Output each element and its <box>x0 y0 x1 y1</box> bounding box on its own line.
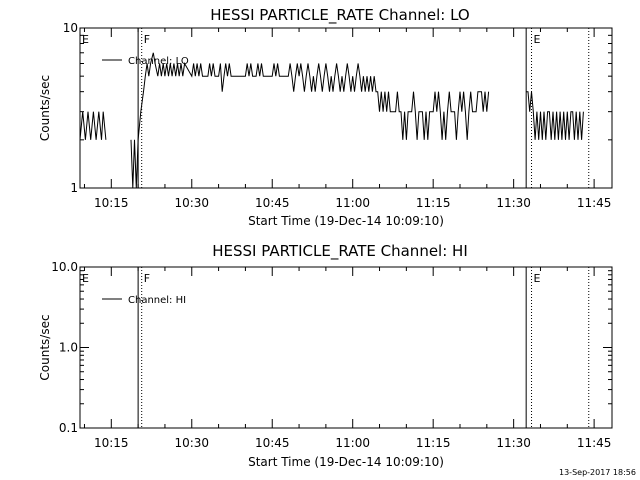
region-label: E <box>534 33 541 46</box>
x-tick-label: 10:15 <box>94 196 129 210</box>
x-tick-label: 11:45 <box>577 436 612 450</box>
plot-frame <box>79 266 613 429</box>
x-tick-label: 11:45 <box>577 196 612 210</box>
chart-panel-1: HESSI PARTICLE_RATE Channel: LO Counts/se… <box>38 6 613 228</box>
timestamp-label: 13-Sep-2017 18:56 <box>559 468 636 477</box>
x-tick-label: 10:15 <box>94 436 129 450</box>
y-tick-label: 10.0 <box>51 260 78 274</box>
region-label: E <box>82 33 89 46</box>
region-label: E <box>82 272 89 285</box>
x-tick-label: 10:45 <box>255 436 290 450</box>
x-tick-label: 10:30 <box>174 196 209 210</box>
x-tick-label: 11:00 <box>335 196 370 210</box>
chart-title: HESSI PARTICLE_RATE Channel: HI <box>212 242 468 261</box>
series-line <box>526 91 584 140</box>
region-label: F <box>144 272 150 285</box>
x-tick-label: 11:15 <box>416 196 451 210</box>
series-line <box>130 52 490 189</box>
y-tick-label: 0.1 <box>59 421 78 435</box>
series-line <box>79 111 107 140</box>
x-tick-label: 10:45 <box>255 196 290 210</box>
x-axis-label: Start Time (19-Dec-14 10:09:10) <box>248 214 444 228</box>
y-axis-label: Counts/sec <box>38 314 52 380</box>
x-tick-label: 11:30 <box>496 436 531 450</box>
x-tick-label: 10:30 <box>174 436 209 450</box>
x-tick-label: 11:30 <box>496 196 531 210</box>
x-axis-label: Start Time (19-Dec-14 10:09:10) <box>248 455 444 469</box>
y-tick-label: 1.0 <box>59 341 78 355</box>
plot-frame <box>79 27 613 189</box>
y-axis-label: Counts/sec <box>38 75 52 141</box>
region-label: E <box>534 272 541 285</box>
region-label: F <box>144 33 150 46</box>
legend-label: Channel: LO <box>128 56 189 67</box>
x-tick-label: 11:00 <box>335 436 370 450</box>
chart-panel-2: HESSI PARTICLE_RATE Channel: HI Counts/se… <box>38 242 613 469</box>
chart-title: HESSI PARTICLE_RATE Channel: LO <box>210 6 469 25</box>
legend-label: Channel: HI <box>128 295 186 306</box>
y-tick-label: 10 <box>63 21 78 35</box>
x-tick-label: 11:15 <box>416 436 451 450</box>
y-tick-label: 1 <box>70 181 78 195</box>
